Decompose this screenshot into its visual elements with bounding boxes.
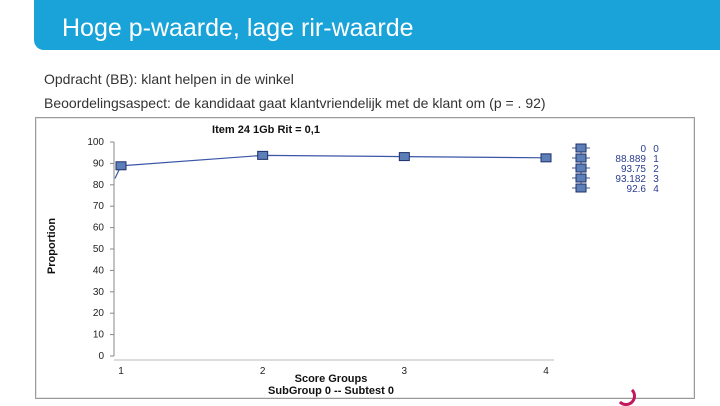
legend-group: 2	[653, 164, 659, 175]
y-axis-label: Proportion	[46, 218, 58, 274]
series-line	[120, 154, 547, 167]
y-tick-label: 100	[87, 137, 104, 148]
y-tick-label: 10	[93, 330, 105, 341]
x-tick-label: 3	[402, 366, 408, 377]
y-tick-label: 40	[93, 265, 105, 276]
logo-fragment	[616, 386, 636, 406]
y-tick-label: 60	[93, 223, 105, 234]
legend-marker	[575, 183, 587, 193]
y-tick-label: 20	[93, 308, 105, 319]
chart-title: Item 24 1Gb Rit = 0,1	[212, 124, 320, 136]
y-tick-label: 80	[93, 180, 105, 191]
x-tick-label: 2	[260, 366, 266, 377]
x-axis-label: Score Groups	[295, 373, 368, 385]
y-tick-label: 30	[93, 287, 105, 298]
chart-container: 0 10 20 30 40 50 60 70 80 90 100 1 2 3 4 0 0 88.889 1 93.7…	[35, 117, 695, 399]
data-point-marker	[257, 150, 269, 160]
slide-title: Hoge p-waarde, lage rir-waarde	[62, 14, 414, 42]
legend-marker	[575, 153, 587, 163]
y-tick-label: 90	[93, 158, 105, 169]
legend-value: 92.6	[627, 184, 647, 195]
legend-marker	[575, 173, 587, 183]
y-tick-label: 0	[98, 351, 104, 362]
legend-group: 1	[653, 154, 659, 165]
assessment-text: Beoordelingsaspect: de kandidaat gaat kl…	[44, 95, 546, 111]
data-point-marker	[540, 153, 552, 163]
y-tick-label: 50	[93, 244, 105, 255]
legend-marker	[575, 143, 587, 153]
y-tick-label: 70	[93, 201, 105, 212]
title-bar	[34, 0, 720, 50]
data-point-marker	[115, 161, 127, 171]
chart-subtitle: SubGroup 0 -- Subtest 0	[268, 385, 394, 397]
legend-value: 88.889	[615, 154, 646, 165]
legend-value: 93.75	[621, 164, 646, 175]
legend-group: 4	[653, 184, 659, 195]
data-point-marker	[398, 152, 410, 162]
legend-value: 0	[640, 144, 646, 155]
legend-group: 0	[653, 144, 659, 155]
legend-value: 93.182	[615, 174, 646, 185]
x-tick-label: 4	[543, 366, 549, 377]
legend-marker	[575, 163, 587, 173]
assignment-text: Opdracht (BB): klant helpen in de winkel	[44, 71, 294, 87]
legend-group: 3	[653, 174, 659, 185]
x-tick-label: 1	[118, 366, 124, 377]
